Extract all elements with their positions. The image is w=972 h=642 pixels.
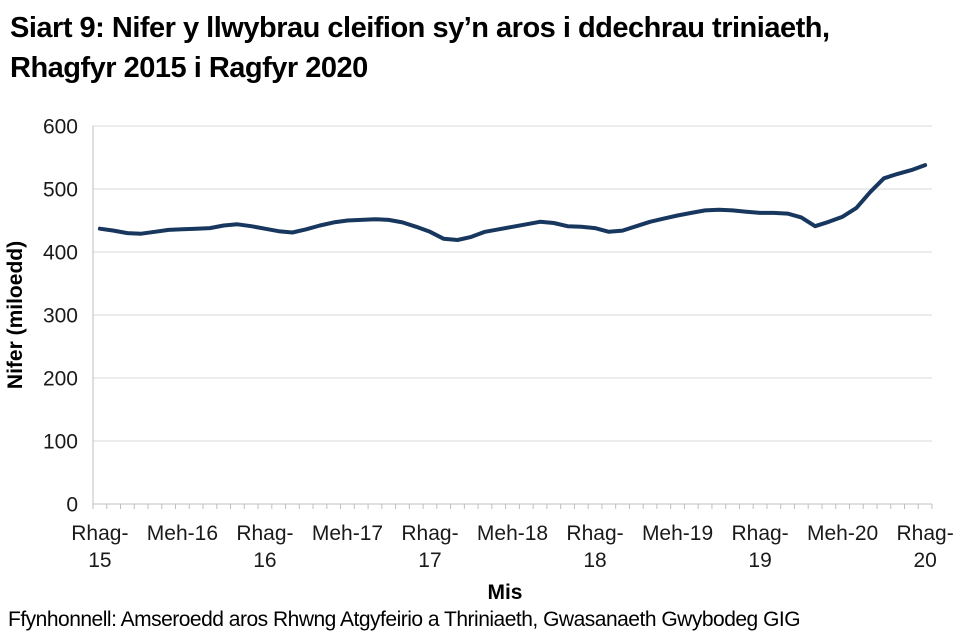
source-note: Ffynhonnell: Amseroedd aros Rhwng Atgyfe…	[8, 608, 801, 631]
x-tick-label: 18	[583, 549, 606, 572]
line-chart: 0 100 200 300 400 500 600 Rhag- 15 Meh-16 Rhag- 16 M…	[4, 116, 954, 605]
y-tick-label: 300	[43, 305, 78, 328]
x-tick-label: Rhag-	[71, 522, 128, 545]
x-tick-label: Meh-20	[807, 522, 878, 545]
y-tick-label: 600	[43, 116, 78, 139]
series-line	[97, 163, 928, 242]
axes	[92, 126, 933, 509]
x-tick-label: Meh-18	[477, 522, 548, 545]
x-tick-label: 16	[253, 549, 276, 572]
gridlines	[93, 125, 932, 442]
data-series	[97, 163, 928, 242]
x-tick-label: 20	[913, 549, 936, 572]
x-tick-label: Meh-19	[642, 522, 713, 545]
x-axis-title: Mis	[487, 581, 522, 604]
x-tick-label: Rhag-	[566, 522, 623, 545]
x-tick-label: Rhag-	[401, 522, 458, 545]
x-tick-label: Meh-17	[312, 522, 383, 545]
x-tick-label: Meh-16	[147, 522, 218, 545]
x-tick-label: 19	[748, 549, 771, 572]
y-tick-label: 400	[43, 242, 78, 265]
axis-labels: 0 100 200 300 400 500 600 Rhag- 15 Meh-16 Rhag- 16 M…	[4, 116, 954, 605]
x-tick-label: Rhag-	[236, 522, 293, 545]
x-tick-label: Rhag-	[897, 522, 954, 545]
y-tick-label: 200	[43, 368, 78, 391]
x-tick-label: 17	[418, 549, 441, 572]
chart-title: Siart 9: Nifer y llwybrau cleifion sy’n …	[10, 12, 830, 84]
y-tick-label: 100	[43, 431, 78, 454]
y-tick-label: 500	[43, 179, 78, 202]
x-tick-label: Rhag-	[731, 522, 788, 545]
x-tick-label: 15	[88, 549, 111, 572]
y-tick-label: 0	[66, 494, 78, 517]
y-axis-title: Nifer (miloedd)	[4, 241, 27, 389]
